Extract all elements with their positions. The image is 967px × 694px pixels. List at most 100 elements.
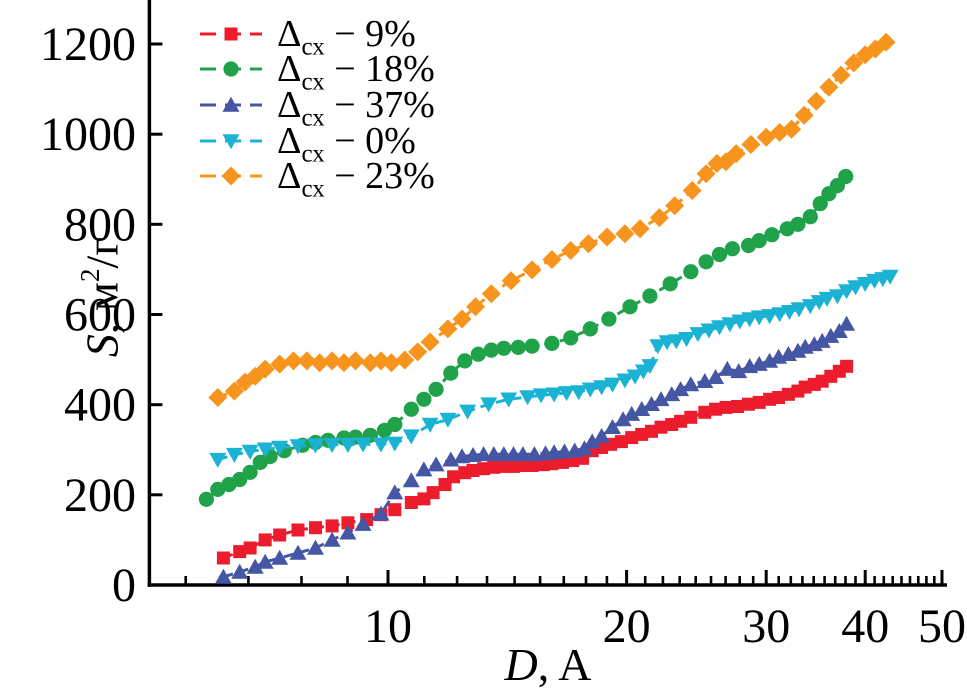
diamond-marker [322, 351, 342, 371]
diamond-marker [408, 342, 428, 362]
circle-marker [711, 246, 728, 263]
triangle-up-marker [354, 515, 372, 531]
circle-marker [496, 340, 512, 356]
triangle-down-marker [372, 437, 390, 453]
circle-marker [724, 241, 741, 257]
triangle-down-marker [667, 334, 685, 350]
x-axis-units: , A [537, 639, 592, 690]
diamond-marker [501, 271, 521, 291]
diamond-marker [819, 77, 839, 97]
diamond-marker [381, 353, 401, 373]
triangle-down-marker [818, 291, 836, 307]
triangle-down-marker [649, 339, 667, 355]
triangle-down-marker [439, 412, 457, 428]
triangle-up-marker [652, 391, 670, 407]
diamond-marker [452, 309, 472, 329]
square-marker [731, 400, 744, 413]
triangle-down-marker [781, 305, 798, 320]
triangle-down-marker [323, 438, 341, 453]
legend-label-subscript: сх [301, 175, 325, 203]
circle-marker [416, 391, 432, 407]
triangle-down-marker [241, 444, 259, 460]
square-marker [614, 435, 628, 449]
x-tick-label: 50 [918, 600, 966, 653]
diamond-marker [794, 105, 814, 125]
triangle-up-marker [614, 411, 632, 427]
legend-swatch-cx9 [200, 27, 262, 41]
diamond-marker [649, 208, 669, 228]
legend-label-subscript: сх [301, 140, 325, 168]
diamond-marker [726, 144, 746, 164]
diamond-marker [561, 241, 581, 260]
legend-swatch-cx0 [200, 133, 262, 149]
triangle-up-marker [271, 549, 289, 565]
y-axis-units-pre: , м [76, 282, 128, 335]
x-axis-title: D, A [398, 638, 698, 691]
square-marker [487, 460, 501, 474]
legend-label-subscript: сх [301, 104, 325, 132]
x-tick-label: 10 [364, 600, 412, 653]
triangle-down-marker [616, 373, 634, 389]
triangle-up-marker [514, 446, 532, 462]
legend: Δсх − 9% Δсх − 18% Δсх − 37% Δсх − 0% Δсх − … [200, 15, 435, 202]
triangle-up-marker [583, 433, 601, 449]
triangle-down-marker [604, 377, 621, 393]
triangle-up-marker [672, 381, 690, 397]
diamond-marker [420, 332, 440, 352]
triangle-down-marker [519, 390, 537, 406]
triangle-up-marker [633, 401, 651, 416]
square-marker [840, 359, 854, 373]
triangle-up-marker [256, 553, 274, 569]
square-marker [545, 457, 559, 471]
square-marker [216, 551, 230, 565]
legend-label-subscript: сх [301, 68, 325, 96]
triangle-up-marker [696, 373, 714, 388]
triangle-down-marker [856, 277, 874, 292]
square-marker [674, 414, 688, 428]
y-tick-label: 600 [64, 289, 136, 342]
circle-marker [198, 491, 214, 507]
diamond-marker [221, 166, 241, 186]
square-marker [258, 533, 272, 547]
series-markers-cx23 [208, 32, 896, 407]
diamond-marker [782, 119, 802, 139]
circle-marker [812, 196, 828, 212]
circle-marker [662, 276, 678, 292]
circle-marker [802, 209, 818, 225]
triangle-down-marker [847, 280, 865, 296]
triangle-down-marker [480, 397, 498, 413]
square-marker [752, 395, 766, 409]
circle-marker [698, 254, 714, 270]
triangle-down-marker [801, 299, 819, 315]
triangle-up-marker [386, 484, 404, 500]
triangle-down-marker [271, 440, 289, 456]
diamond-marker [696, 164, 716, 184]
square-marker [654, 420, 668, 434]
legend-label-subscript: сх [301, 33, 325, 61]
legend-item-cx0: Δсх − 0% [200, 122, 435, 166]
triangle-down-marker [402, 429, 420, 445]
legend-item-cx23: Δсх − 23% [200, 157, 435, 202]
diamond-marker [481, 284, 501, 304]
y-tick-label: 200 [64, 469, 136, 522]
triangle-down-marker [558, 386, 576, 402]
circle-marker [582, 321, 598, 337]
y-tick-label: 1200 [40, 18, 136, 71]
triangle-down-marker [354, 437, 372, 453]
y-axis-units-sup: 2 [75, 268, 105, 283]
legend-item-cx37: Δсх − 37% [200, 86, 435, 131]
triangle-down-marker [700, 323, 718, 339]
series-markers-cx37 [214, 315, 856, 584]
triangle-up-marker [214, 568, 232, 584]
triangle-down-marker [307, 438, 324, 454]
diamond-marker [615, 224, 635, 244]
diamond-marker [542, 250, 562, 269]
triangle-down-marker [532, 388, 550, 404]
circle-marker [483, 342, 499, 358]
square-marker [243, 541, 257, 555]
circle-marker [470, 346, 486, 362]
x-tick-label: 40 [841, 600, 889, 653]
diamond-marker [466, 297, 486, 317]
triangle-up-marker [730, 363, 748, 379]
square-marker [635, 427, 649, 441]
